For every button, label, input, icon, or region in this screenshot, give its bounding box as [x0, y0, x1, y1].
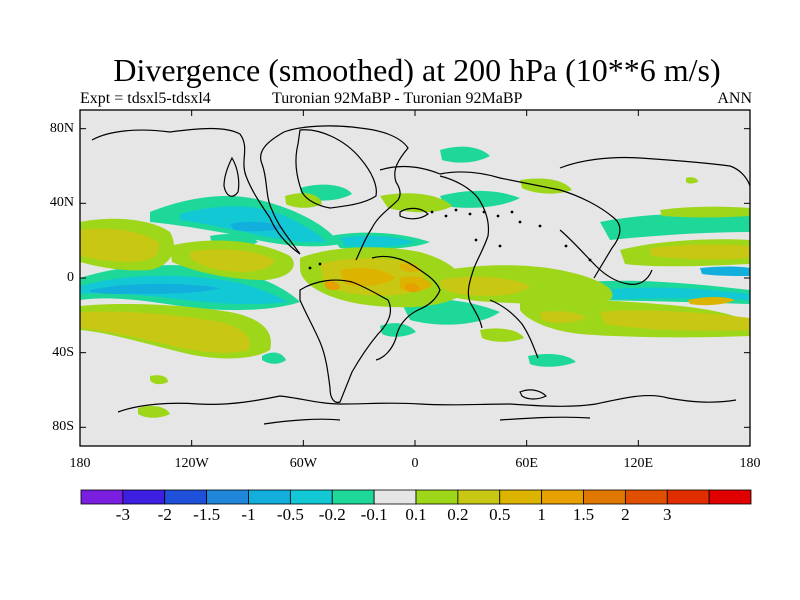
colorbar-swatch — [499, 489, 543, 505]
lon-tick-label: 60W — [289, 456, 317, 471]
strongest-positive-bands — [325, 281, 420, 293]
colorbar-label: -1.5 — [193, 505, 221, 524]
strongest-negative-bands — [90, 221, 750, 294]
colorbar-swatch — [80, 489, 124, 505]
colorbar-swatch — [373, 489, 417, 505]
lat-tick-label: 80N — [49, 120, 74, 136]
colorbar-label: -3 — [115, 505, 130, 524]
colorbar-swatch — [206, 489, 249, 505]
coastline-dots — [308, 208, 592, 270]
colorbar-swatch — [624, 489, 668, 505]
colorbar-label: 2 — [621, 505, 630, 524]
colorbar — [80, 489, 752, 505]
lon-tick-label: 120E — [623, 456, 654, 471]
lat-tick-label: 40S — [52, 344, 74, 360]
continent-outlines — [91, 125, 750, 425]
colorbar-label: 0.1 — [405, 505, 427, 524]
colorbar-swatch — [415, 489, 459, 505]
season-label: ANN — [717, 90, 752, 107]
moderate-positive-bands — [80, 228, 750, 353]
period-label: Turonian 92MaBP - Turonian 92MaBP — [272, 90, 523, 107]
colorbar-label: 0.5 — [489, 505, 511, 524]
colorbar-label: 3 — [663, 505, 672, 524]
colorbar-label: 1 — [537, 505, 546, 524]
colorbar-swatch — [541, 489, 584, 505]
colorbar-label: -0.1 — [360, 505, 388, 524]
lon-tick-label: 60E — [515, 456, 538, 471]
colorbar-label: 1.5 — [572, 505, 595, 524]
colorbar-label: 0.2 — [447, 505, 469, 524]
lon-tick-label: 120W — [174, 456, 209, 471]
colorbar-label: -2 — [157, 505, 172, 524]
colorbar-label: -0.2 — [318, 505, 346, 524]
colorbar-swatch — [122, 489, 166, 505]
lon-tick-label: 0 — [411, 456, 419, 471]
axis-ticks — [79, 110, 751, 446]
colorbar-swatch — [289, 489, 333, 505]
colorbar-swatch — [708, 489, 752, 505]
lat-tick-label: 40N — [49, 195, 74, 211]
lat-tick-label: 0 — [67, 270, 74, 285]
colorbar-label: -0.5 — [276, 505, 304, 524]
colorbar-swatch — [248, 489, 291, 505]
colorbar-swatch — [583, 489, 626, 505]
lon-tick-label: 180 — [739, 456, 761, 471]
lon-tick-label: 180 — [69, 456, 91, 471]
contour-fields — [80, 146, 750, 418]
lat-tick-label: 80S — [52, 419, 74, 435]
plot-title: Divergence (smoothed) at 200 hPa (10**6 … — [113, 52, 721, 88]
colorbar-swatch — [331, 489, 375, 505]
colorbar-label: -1 — [241, 505, 256, 524]
colorbar-swatch — [457, 489, 501, 505]
colorbar-swatch — [666, 489, 710, 505]
colorbar-swatch — [164, 489, 208, 505]
experiment-label: Expt = tdsxl5-tdsxl4 — [80, 90, 211, 107]
